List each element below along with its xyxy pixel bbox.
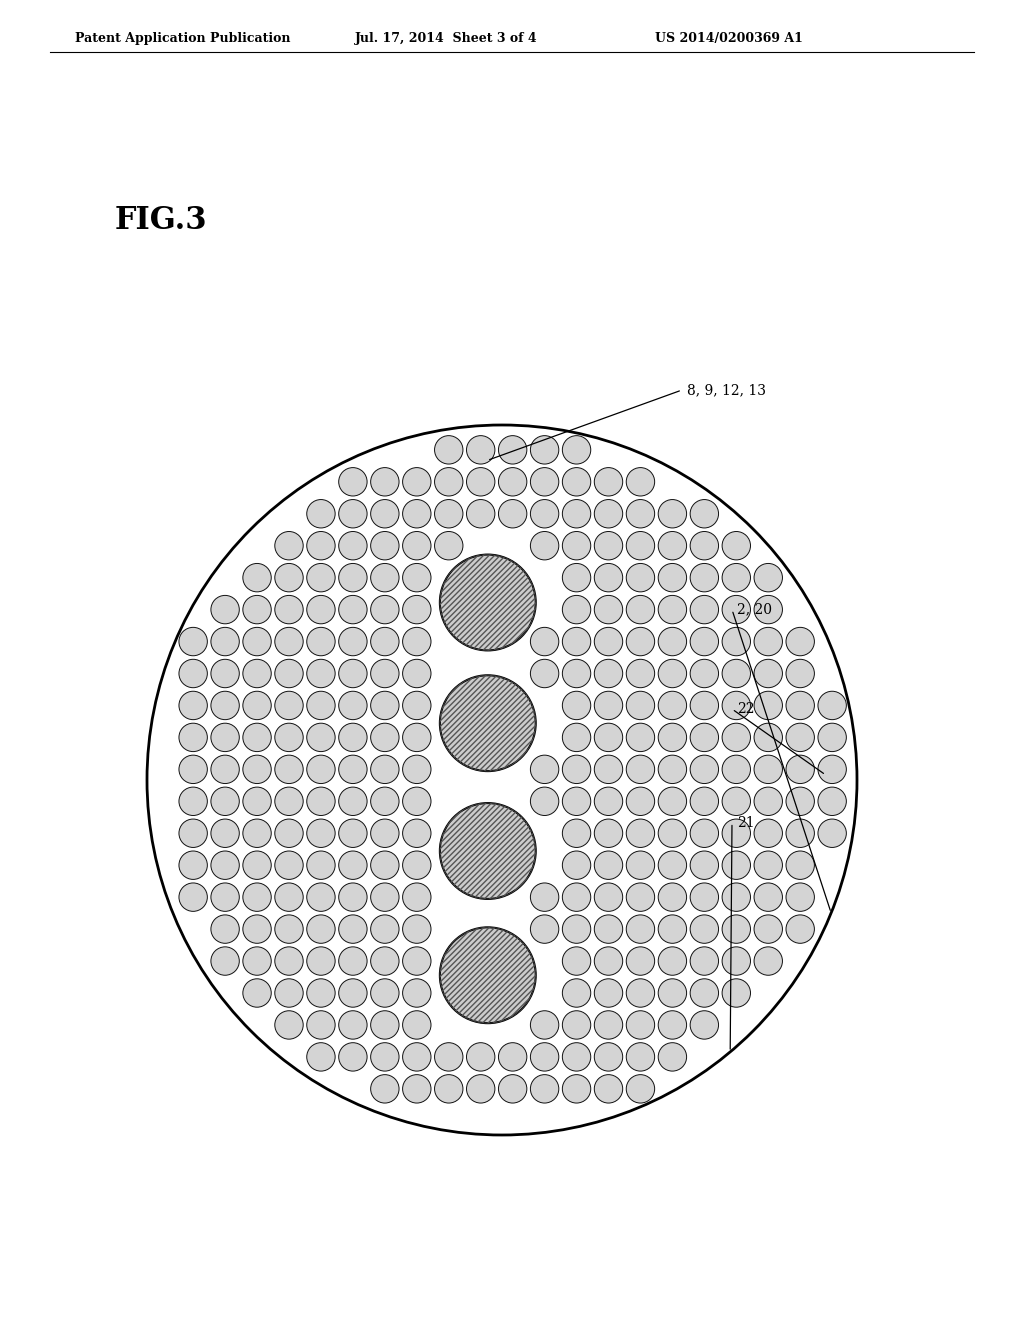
Text: Patent Application Publication: Patent Application Publication bbox=[75, 32, 291, 45]
Text: US 2014/0200369 A1: US 2014/0200369 A1 bbox=[655, 32, 803, 45]
Text: 21: 21 bbox=[737, 816, 755, 829]
Text: FIG.3: FIG.3 bbox=[115, 205, 208, 236]
Circle shape bbox=[440, 928, 536, 1023]
Text: 22: 22 bbox=[737, 702, 755, 715]
Circle shape bbox=[440, 803, 536, 899]
Circle shape bbox=[440, 676, 536, 771]
Text: 2, 20: 2, 20 bbox=[737, 603, 772, 616]
Text: 8, 9, 12, 13: 8, 9, 12, 13 bbox=[687, 383, 766, 397]
Text: Jul. 17, 2014  Sheet 3 of 4: Jul. 17, 2014 Sheet 3 of 4 bbox=[355, 32, 538, 45]
Circle shape bbox=[440, 554, 536, 651]
Circle shape bbox=[147, 425, 857, 1135]
